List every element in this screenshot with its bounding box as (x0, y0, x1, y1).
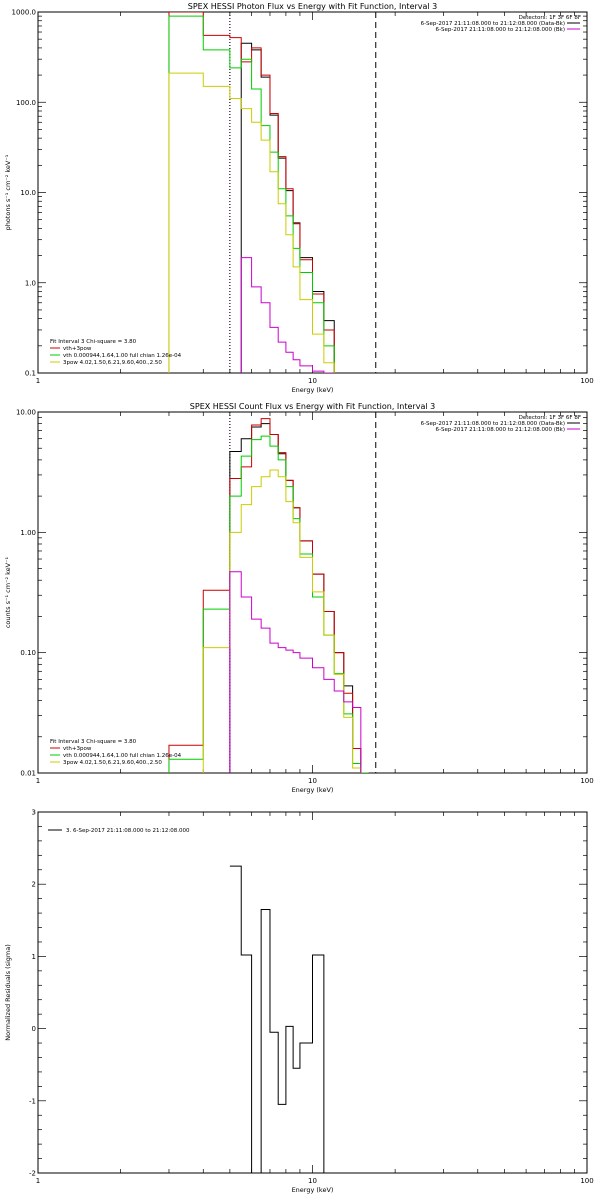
x-tick-label: 100 (580, 377, 593, 385)
detectors-label: Detectors: 1F 3F 6F 8F (519, 15, 581, 21)
legend-header: Fit Interval 3 Chi-square = 3.80 (50, 339, 137, 345)
x-axis-label: Energy (keV) (292, 1186, 334, 1194)
legend-time-range: 6-Sep-2017 21:11:08.000 to 21:12:08.000 … (421, 21, 565, 27)
x-tick-label: 100 (580, 1177, 593, 1185)
series-line-5 (229, 571, 362, 773)
x-axis-label: Energy (keV) (292, 786, 334, 794)
chart-panel-1: SPEX HESSI Photon Flux vs Energy with Fi… (4, 2, 594, 394)
x-tick-label: 10 (308, 377, 317, 385)
chart-title: SPEX HESSI Count Flux vs Energy with Fit… (190, 402, 435, 411)
chart-panel-2: SPEX HESSI Count Flux vs Energy with Fit… (4, 402, 594, 794)
detectors-label: Detectors: 1F 3F 6F 8F (519, 415, 581, 421)
plot-area (229, 865, 325, 1173)
series-line-1 (240, 42, 335, 373)
y-axis-label: Normalized Residuals (sigma) (4, 944, 12, 1041)
y-tick-label: 1.00 (20, 529, 36, 537)
legend-item-label: 3pow 4.02,1.50,6.21,9.60,400.,2.50 (63, 760, 162, 766)
x-tick-label: 10 (308, 777, 317, 785)
residual-legend-label: 3. 6-Sep-2017 21:11:08.000 to 21:12:08.0… (66, 828, 190, 834)
y-tick-label: 0.1 (25, 370, 36, 378)
legend-item-label: vth 0.000944,1.64,1.00 full chian 1.26e-… (63, 353, 182, 359)
y-tick-label: 0.10 (20, 649, 36, 657)
y-tick-label: -1 (29, 1097, 36, 1105)
y-tick-label: 1.0 (25, 279, 36, 287)
legend-item-label: vth 0.000944,1.64,1.00 full chian 1.26e-… (63, 753, 182, 759)
x-tick-label: 100 (580, 777, 593, 785)
series-line-3 (168, 15, 335, 373)
series-line-4 (202, 469, 362, 773)
x-tick-label: 1 (36, 1177, 40, 1185)
legend-item-label: vth+3pow (63, 746, 92, 752)
legend-time-range: 6-Sep-2017 21:11:08.000 to 21:12:08.000 … (436, 427, 566, 433)
y-tick-label: 1000.0 (12, 9, 37, 17)
y-tick-label: 1 (32, 953, 36, 961)
series-line-2 (168, 418, 362, 773)
x-axis-label: Energy (keV) (292, 386, 334, 394)
y-tick-label: 2 (32, 881, 36, 889)
x-tick-label: 10 (308, 1177, 317, 1185)
legend-time-range: 6-Sep-2017 21:11:08.000 to 21:12:08.000 … (436, 27, 566, 33)
y-tick-label: 100.0 (16, 99, 36, 107)
plot-area (168, 12, 377, 373)
plot-area (168, 412, 377, 773)
y-tick-label: 0 (32, 1025, 36, 1033)
series-line-1 (229, 423, 362, 773)
y-axis-label: counts s⁻¹ cm⁻² keV⁻¹ (4, 556, 12, 628)
y-tick-label: 10.00 (16, 409, 36, 417)
legend-item-label: 3pow 4.02,1.50,6.21,9.60,400.,2.50 (63, 360, 162, 366)
series-line-3 (168, 435, 369, 773)
chart-panel-3: 1 10 100 Energy (keV) -2 -1 0 1 2 3 Normalized Res… (4, 809, 594, 1195)
x-tick-label: 1 (36, 377, 40, 385)
legend-item-label: vth+3pow (63, 346, 92, 352)
y-tick-label: -2 (29, 1170, 36, 1178)
chart-title: SPEX HESSI Photon Flux vs Energy with Fi… (188, 2, 438, 11)
legend-time-range: 6-Sep-2017 21:11:08.000 to 21:12:08.000 … (421, 421, 565, 427)
legend-header: Fit Interval 3 Chi-square = 3.80 (50, 739, 137, 745)
series-line-4 (168, 72, 335, 373)
y-tick-label: 3 (32, 809, 36, 817)
x-tick-label: 1 (36, 777, 40, 785)
y-tick-label: 0.01 (20, 770, 36, 778)
series-line-5 (240, 257, 335, 373)
y-axis-label: photons s⁻¹ cm⁻² keV⁻¹ (4, 154, 12, 230)
y-tick-label: 10.0 (20, 189, 36, 197)
series-line-1 (229, 865, 325, 1173)
